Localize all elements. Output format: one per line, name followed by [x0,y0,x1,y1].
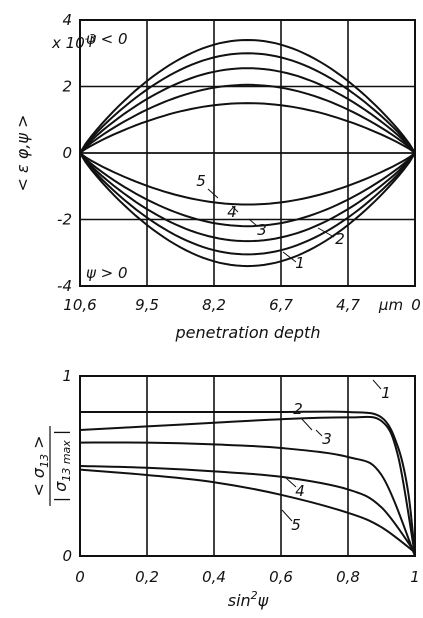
sigma-curve-2-leader [300,417,313,431]
epsilon-y-tick-label: 0 [62,144,72,162]
epsilon-x-tick-label: 4,7 [336,296,360,314]
y-multiplier: x 10-3 [51,32,96,52]
epsilon-curve-5-upper [79,102,416,154]
epsilon-curve-5-lower [79,152,416,206]
epsilon-x-tick-label: 6,7 [269,296,293,314]
sigma-x-tick-label: 0,2 [135,568,159,586]
sigma-curve-1-leader [372,379,382,390]
epsilon-x-tick-label: 0 [411,296,421,314]
epsilon-x-tick-labels: 10,6 9,5 8,2 6,7 4,7 µm 0 [63,296,420,314]
sigma-x-tick-label: 0 [75,568,85,586]
sigma-grid [146,376,349,556]
epsilon-curve-4-label: 4 [227,203,237,221]
epsilon-y-tick-label: -2 [57,211,72,229]
sigma-curve-3 [79,441,416,557]
epsilon-plot-frame [79,19,416,287]
epsilon-curve-5-leader [207,188,219,199]
sigma-y-label-denominator: | σ13 max | [51,430,73,503]
sigma-x-axis-label: sin2ψ [228,589,269,610]
epsilon-y-tick-label: 2 [62,78,72,96]
epsilon-curve-3-upper [79,67,416,154]
annotation-psi-negative: ψ < 0 [86,30,128,48]
sigma-curve-2-label: 2 [293,400,303,418]
sigma-curve-1 [80,410,416,557]
epsilon-chart: 1 2 3 4 5 4 2 0 -2 -4 10,6 9,5 8,2 6,7 4,7 µm 0 x 10-3… [13,11,421,342]
epsilon-curve-2-leader [317,227,335,238]
epsilon-curve-2-label: 2 [335,230,345,248]
sigma-y-tick-labels: 01 [62,367,72,565]
epsilon-curve-3-lower [79,152,416,243]
epsilon-curve-3-label: 3 [257,221,267,239]
sigma-curve-4-label: 4 [295,482,305,500]
epsilon-curve-4-leader [231,205,239,213]
sigma-curve-3-leader [315,429,323,437]
sigma-y-tick-label: 1 [62,367,72,385]
sigma-curve-5-label: 5 [291,516,301,534]
epsilon-curve-5-label: 5 [196,172,206,190]
sigma-curves: 1 2 3 4 5 [79,379,416,557]
sigma-curve-5 [79,468,416,554]
epsilon-x-axis-label: penetration depth [175,323,321,342]
epsilon-curve-1-leader [282,251,297,263]
epsilon-curve-2-lower [79,152,416,256]
epsilon-y-tick-label: -4 [57,277,72,295]
sigma-curve-4-leader [285,477,297,488]
sigma-curve-5-leader [281,509,293,522]
sigma-x-tick-label: 0,4 [202,568,226,586]
epsilon-curves: 1 2 3 4 5 [79,38,416,272]
sigma-curve-2 [79,415,416,557]
sigma-curve-4 [79,465,416,553]
sigma-plot-frame [79,375,416,557]
epsilon-curve-1-lower [79,152,416,268]
epsilon-x-tick-label: 9,5 [135,296,159,314]
epsilon-x-unit-label: µm [378,296,403,314]
epsilon-y-tick-labels: 4 2 0 -2 -4 [57,11,72,295]
epsilon-curve-3-leader [248,218,258,227]
sigma-y-tick-label: 0 [62,547,72,565]
annotation-psi-positive: ψ > 0 [86,264,128,282]
sigma-x-tick-label: 0,8 [336,568,360,586]
sigma-x-tick-label: 0,6 [269,568,293,586]
sigma-y-axis-label: < σ13 > | σ13 max | [29,426,73,506]
sigma-curve-1-label: 1 [381,384,391,402]
epsilon-curve-2-upper [79,52,416,154]
epsilon-curve-1-label: 1 [295,254,305,272]
epsilon-curve-4-lower [79,152,416,228]
sigma-x-tick-labels: 0 0,2 0,4 0,6 0,8 1 [75,568,420,586]
sigma-y-label-numerator: < σ13 > [29,435,51,496]
sigma-x-tick-label: 1 [410,568,420,586]
epsilon-x-tick-label: 10,6 [63,296,96,314]
epsilon-x-tick-label: 8,2 [202,296,226,314]
epsilon-grid [80,20,415,286]
sigma-curve-3-label: 3 [322,430,332,448]
epsilon-y-axis-label: < ε φ,ψ > [13,115,32,192]
epsilon-curve-4-upper [79,83,416,154]
epsilon-y-tick-label: 4 [62,11,72,29]
epsilon-curve-1-upper [79,38,416,154]
